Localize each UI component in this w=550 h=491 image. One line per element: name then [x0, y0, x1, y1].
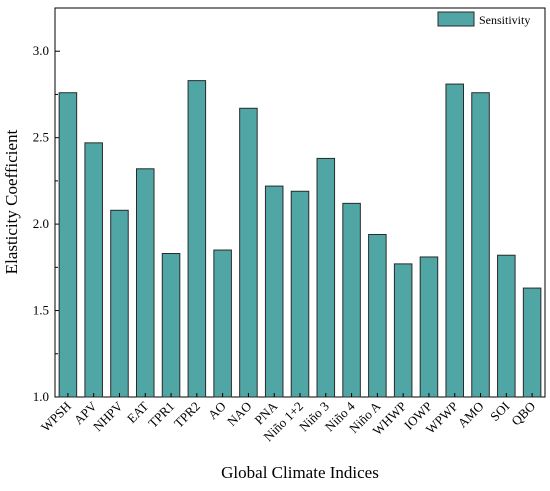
legend-swatch	[437, 11, 475, 27]
bar-ao	[213, 249, 232, 398]
bar-nao	[239, 107, 258, 398]
bar-wpwp	[445, 83, 465, 398]
x-axis-title: Global Climate Indices	[221, 463, 379, 482]
legend-label: Sensitivity	[479, 13, 530, 27]
x-tick-label: SOI	[487, 399, 512, 424]
bar-wpsh	[58, 92, 78, 398]
legend: Sensitivity	[437, 11, 530, 27]
y-tick-label: 1.5	[33, 303, 49, 318]
x-tick-label: NHPV	[90, 398, 126, 434]
y-tick-label: 2.0	[33, 216, 49, 231]
bar-eat	[135, 168, 155, 398]
bar-ni-o-4	[342, 202, 361, 398]
x-tick-label: TPR2	[171, 399, 203, 431]
bar-ni-o-a	[368, 233, 387, 398]
y-axis: 1.0 1.5 2.0 2.5 3.0	[33, 43, 60, 404]
x-tick-label: NAO	[224, 399, 255, 430]
y-tick-label: 3.0	[33, 43, 49, 58]
y-tick-label: 1.0	[33, 389, 49, 404]
bar-amo	[471, 92, 490, 398]
bar-iowp	[419, 256, 439, 398]
bar-series	[58, 80, 542, 398]
y-axis-title: Elasticity Coefficient	[2, 129, 21, 274]
bar-soi	[497, 254, 516, 398]
bar-nhpv	[110, 209, 129, 398]
bar-ni-o-3	[316, 157, 336, 398]
bar-qbo	[522, 287, 542, 398]
bar-apv	[84, 142, 103, 398]
x-tick-label: AMO	[455, 399, 487, 431]
bar-pna	[264, 185, 284, 398]
bar-whwp	[393, 263, 413, 398]
bar-ni-o-1-2	[290, 190, 310, 398]
bar-tpr2	[187, 80, 207, 398]
x-tick-label: QBO	[508, 399, 538, 429]
bar-tpr1	[161, 253, 181, 398]
y-tick-label: 2.5	[33, 130, 49, 145]
x-tick-label: TPR1	[145, 399, 177, 431]
